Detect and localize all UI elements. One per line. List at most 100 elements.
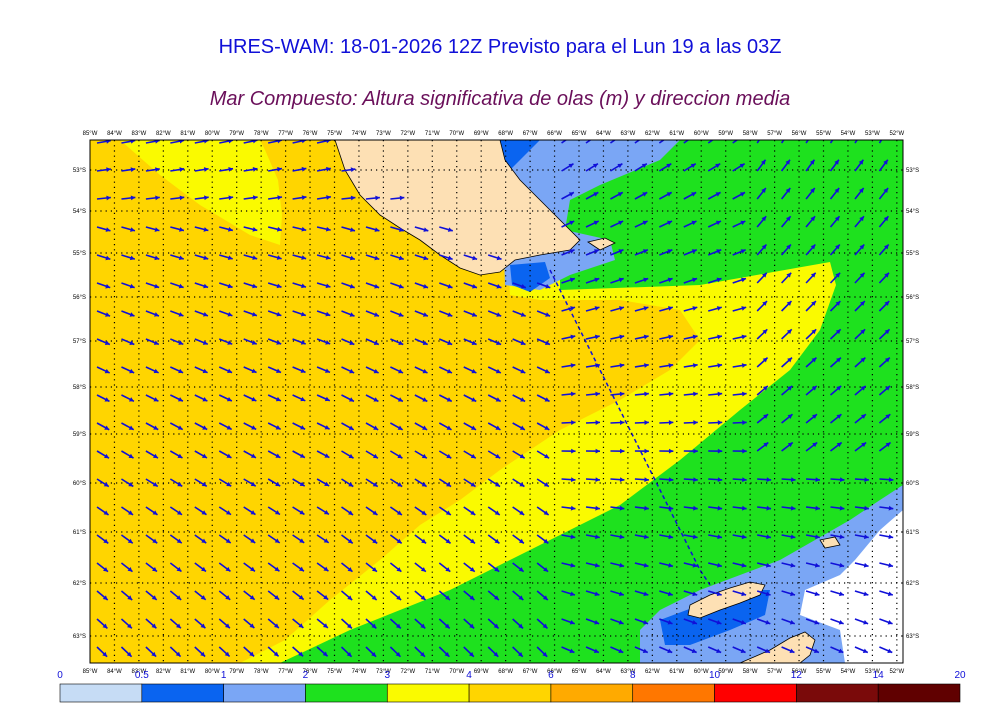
arrow-head xyxy=(740,192,746,197)
arrow-head xyxy=(298,623,304,628)
arrow-head xyxy=(883,244,889,250)
arrow-head xyxy=(277,195,283,200)
arrow-head xyxy=(717,562,722,568)
arrow-head xyxy=(809,159,815,165)
direction-arrow xyxy=(293,675,303,685)
arrow-head xyxy=(570,505,576,511)
arrow-head xyxy=(226,481,232,487)
arrow-head xyxy=(494,567,500,572)
lon-label-bottom: 80°W xyxy=(205,669,220,675)
arrow-head xyxy=(766,534,771,540)
arrow-head xyxy=(693,448,698,454)
arrow-head xyxy=(691,220,697,226)
lon-label-bottom: 57°W xyxy=(767,669,782,675)
arrow-head xyxy=(276,226,282,232)
arrow-head xyxy=(644,420,649,425)
arrow-head xyxy=(859,244,865,250)
arrow-head xyxy=(883,216,889,222)
arrow-head xyxy=(225,538,231,543)
arrow-head xyxy=(423,283,429,289)
arrow-head xyxy=(301,166,307,172)
arrow-head xyxy=(838,677,843,681)
arrow-head xyxy=(155,140,160,144)
direction-arrow xyxy=(244,675,254,685)
arrow-head xyxy=(667,591,673,597)
arrow-head xyxy=(813,648,819,653)
lat-label-left: 53°S xyxy=(73,168,86,174)
arrow-head xyxy=(691,648,697,653)
arrow-head xyxy=(249,623,255,629)
arrow-head xyxy=(153,340,159,345)
lon-label-bottom: 85°W xyxy=(83,669,98,675)
lon-label-bottom: 83°W xyxy=(132,669,147,675)
arrow-head xyxy=(200,623,206,629)
arrow-head xyxy=(619,477,625,483)
arrow-head xyxy=(175,651,181,657)
arrow-head xyxy=(836,442,842,448)
arrow-head xyxy=(252,166,258,172)
arrow-head xyxy=(201,538,207,544)
arrow-head xyxy=(129,340,135,345)
arrow-head xyxy=(859,132,863,137)
arrow-head xyxy=(250,510,256,515)
arrow-head xyxy=(153,453,159,459)
arrow-head xyxy=(642,192,648,197)
arrow-head xyxy=(252,140,258,144)
arrow-head xyxy=(447,312,453,317)
lon-label-bottom: 67°W xyxy=(523,669,538,675)
arrow-head xyxy=(421,482,427,487)
arrow-head xyxy=(716,249,722,254)
arrow-head xyxy=(618,220,624,226)
arrow-head xyxy=(618,620,624,625)
arrow-head xyxy=(299,481,305,487)
lon-label-bottom: 82°W xyxy=(156,669,171,675)
arrow-head xyxy=(301,226,307,232)
arrow-head xyxy=(374,312,379,317)
arrow-head xyxy=(643,277,649,283)
arrow-head xyxy=(693,477,698,483)
colorbar-tick-label: 2 xyxy=(303,670,309,681)
arrow-head xyxy=(204,195,209,201)
arrow-head xyxy=(618,591,624,597)
arrow-head xyxy=(643,591,649,597)
arrow-head xyxy=(595,363,600,368)
arrow-head xyxy=(740,220,746,226)
arrow-head xyxy=(642,220,648,226)
arrow-head xyxy=(276,255,282,260)
arrow-head xyxy=(202,368,208,374)
arrow-head xyxy=(105,255,111,261)
arrow-head xyxy=(151,623,157,629)
arrow-head xyxy=(836,414,842,419)
arrow-head xyxy=(375,195,380,201)
lon-label-top: 85°W xyxy=(83,131,98,137)
arrow-head xyxy=(594,562,600,568)
arrow-head xyxy=(595,420,600,425)
arrow-head xyxy=(716,591,722,597)
arrow-head xyxy=(178,283,184,289)
arrow-head xyxy=(469,623,475,629)
arrow-head xyxy=(884,301,890,306)
arrow-head xyxy=(445,595,450,601)
arrow-head xyxy=(324,396,330,402)
arrow-head xyxy=(469,595,475,601)
lon-label-top: 82°W xyxy=(156,131,171,137)
arrow-head xyxy=(203,283,209,289)
arrow-head xyxy=(274,510,280,515)
arrow-head xyxy=(692,620,697,625)
lon-label-bottom: 71°W xyxy=(425,669,440,675)
arrow-head xyxy=(883,188,889,193)
arrow-head xyxy=(740,620,746,625)
arrow-head xyxy=(228,195,234,201)
arrow-head xyxy=(519,425,525,430)
arrow-head xyxy=(106,195,111,201)
arrow-head xyxy=(839,505,845,511)
arrow-head xyxy=(619,306,624,311)
arrow-head xyxy=(397,425,403,430)
arrow-head xyxy=(371,651,377,657)
lon-label-bottom: 63°W xyxy=(621,669,636,675)
arrow-head xyxy=(201,481,207,487)
arrow-head xyxy=(495,425,501,430)
arrow-head xyxy=(300,368,306,373)
arrow-head xyxy=(130,167,136,172)
arrow-head xyxy=(202,340,208,345)
